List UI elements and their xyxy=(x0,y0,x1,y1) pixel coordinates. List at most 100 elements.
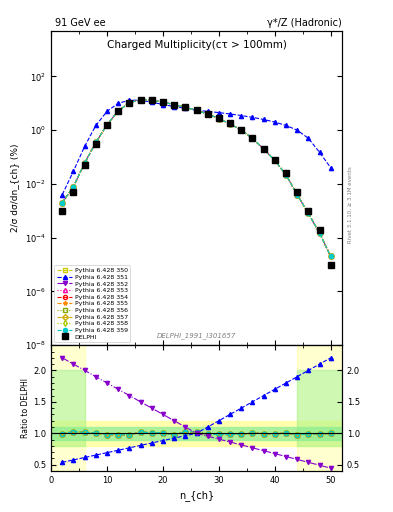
Pythia 6.428 352 xyxy=(116,108,121,114)
Line: Pythia 6.428 351: Pythia 6.428 351 xyxy=(60,98,333,197)
Pythia 6.428 355 xyxy=(261,146,266,152)
Pythia 6.428 358 xyxy=(272,157,277,163)
Pythia 6.428 359 xyxy=(317,230,322,236)
Pythia 6.428 352 xyxy=(295,191,299,198)
Pythia 6.428 353 xyxy=(205,111,210,117)
Pythia 6.428 351 xyxy=(239,113,244,119)
Pythia 6.428 350 xyxy=(306,210,311,217)
Pythia 6.428 354 xyxy=(239,127,244,133)
Pythia 6.428 359 xyxy=(239,127,244,133)
Pythia 6.428 352 xyxy=(272,157,277,163)
Pythia 6.428 359 xyxy=(205,111,210,117)
Pythia 6.428 355 xyxy=(295,191,299,198)
Pythia 6.428 352 xyxy=(217,116,221,122)
Pythia 6.428 357 xyxy=(60,200,64,206)
Bar xyxy=(297,370,342,446)
Pythia 6.428 358 xyxy=(306,210,311,217)
Pythia 6.428 353 xyxy=(272,157,277,163)
DELPHI xyxy=(295,189,299,195)
Pythia 6.428 357 xyxy=(82,160,87,166)
Pythia 6.428 356 xyxy=(172,101,176,108)
Pythia 6.428 351 xyxy=(82,143,87,150)
DELPHI xyxy=(94,141,98,147)
Pythia 6.428 353 xyxy=(306,210,311,217)
Pythia 6.428 351 xyxy=(161,101,165,108)
Pythia 6.428 355 xyxy=(116,108,121,114)
Pythia 6.428 358 xyxy=(317,230,322,236)
Pythia 6.428 356 xyxy=(149,97,154,103)
Pythia 6.428 354 xyxy=(82,160,87,166)
Pythia 6.428 352 xyxy=(82,160,87,166)
Pythia 6.428 350 xyxy=(82,160,87,166)
Pythia 6.428 353 xyxy=(239,127,244,133)
Pythia 6.428 359 xyxy=(217,116,221,122)
Pythia 6.428 357 xyxy=(228,121,232,127)
Pythia 6.428 353 xyxy=(329,253,333,260)
Pythia 6.428 359 xyxy=(71,183,76,189)
Pythia 6.428 355 xyxy=(205,111,210,117)
Pythia 6.428 353 xyxy=(183,104,188,111)
Legend: Pythia 6.428 350, Pythia 6.428 351, Pythia 6.428 352, Pythia 6.428 353, Pythia 6: Pythia 6.428 350, Pythia 6.428 351, Pyth… xyxy=(54,266,130,342)
Pythia 6.428 353 xyxy=(228,121,232,127)
Pythia 6.428 358 xyxy=(250,135,255,141)
Line: Pythia 6.428 356: Pythia 6.428 356 xyxy=(60,98,333,259)
Bar xyxy=(51,421,342,446)
Pythia 6.428 355 xyxy=(105,122,109,128)
Pythia 6.428 351 xyxy=(317,149,322,155)
Pythia 6.428 350 xyxy=(317,230,322,236)
Pythia 6.428 354 xyxy=(295,191,299,198)
Pythia 6.428 354 xyxy=(127,100,132,106)
Pythia 6.428 354 xyxy=(261,146,266,152)
Pythia 6.428 354 xyxy=(228,121,232,127)
Pythia 6.428 358 xyxy=(239,127,244,133)
Pythia 6.428 352 xyxy=(261,146,266,152)
Pythia 6.428 354 xyxy=(94,139,98,145)
Pythia 6.428 358 xyxy=(82,160,87,166)
Pythia 6.428 355 xyxy=(149,97,154,103)
Pythia 6.428 357 xyxy=(295,191,299,198)
Pythia 6.428 354 xyxy=(250,135,255,141)
Pythia 6.428 355 xyxy=(138,97,143,103)
Pythia 6.428 354 xyxy=(183,104,188,111)
Pythia 6.428 352 xyxy=(149,97,154,103)
Line: Pythia 6.428 358: Pythia 6.428 358 xyxy=(60,98,333,259)
Line: Pythia 6.428 359: Pythia 6.428 359 xyxy=(60,98,333,259)
Pythia 6.428 357 xyxy=(250,135,255,141)
Pythia 6.428 356 xyxy=(71,183,76,189)
Line: Pythia 6.428 357: Pythia 6.428 357 xyxy=(60,98,333,259)
Pythia 6.428 355 xyxy=(250,135,255,141)
Pythia 6.428 353 xyxy=(172,101,176,108)
Line: Pythia 6.428 352: Pythia 6.428 352 xyxy=(60,98,333,259)
Pythia 6.428 352 xyxy=(60,200,64,206)
Pythia 6.428 356 xyxy=(82,160,87,166)
Pythia 6.428 358 xyxy=(183,104,188,111)
Pythia 6.428 358 xyxy=(60,200,64,206)
Pythia 6.428 355 xyxy=(317,230,322,236)
Pythia 6.428 351 xyxy=(250,114,255,120)
Pythia 6.428 355 xyxy=(60,200,64,206)
Pythia 6.428 358 xyxy=(194,107,199,113)
Pythia 6.428 356 xyxy=(239,127,244,133)
Pythia 6.428 354 xyxy=(205,111,210,117)
Pythia 6.428 350 xyxy=(261,146,266,152)
Pythia 6.428 350 xyxy=(105,122,109,128)
Pythia 6.428 356 xyxy=(127,100,132,106)
Pythia 6.428 356 xyxy=(284,172,288,178)
Pythia 6.428 354 xyxy=(317,230,322,236)
Pythia 6.428 357 xyxy=(284,172,288,178)
DELPHI xyxy=(82,162,87,168)
Bar xyxy=(297,345,342,471)
Pythia 6.428 356 xyxy=(60,200,64,206)
Pythia 6.428 352 xyxy=(317,230,322,236)
Text: 91 GeV ee: 91 GeV ee xyxy=(55,18,106,28)
Pythia 6.428 359 xyxy=(60,200,64,206)
DELPHI xyxy=(317,226,322,232)
Pythia 6.428 355 xyxy=(228,121,232,127)
Pythia 6.428 358 xyxy=(161,99,165,105)
Pythia 6.428 359 xyxy=(82,160,87,166)
Pythia 6.428 350 xyxy=(161,99,165,105)
DELPHI xyxy=(161,99,165,105)
Bar xyxy=(51,427,342,440)
Pythia 6.428 354 xyxy=(284,172,288,178)
Pythia 6.428 353 xyxy=(138,97,143,103)
